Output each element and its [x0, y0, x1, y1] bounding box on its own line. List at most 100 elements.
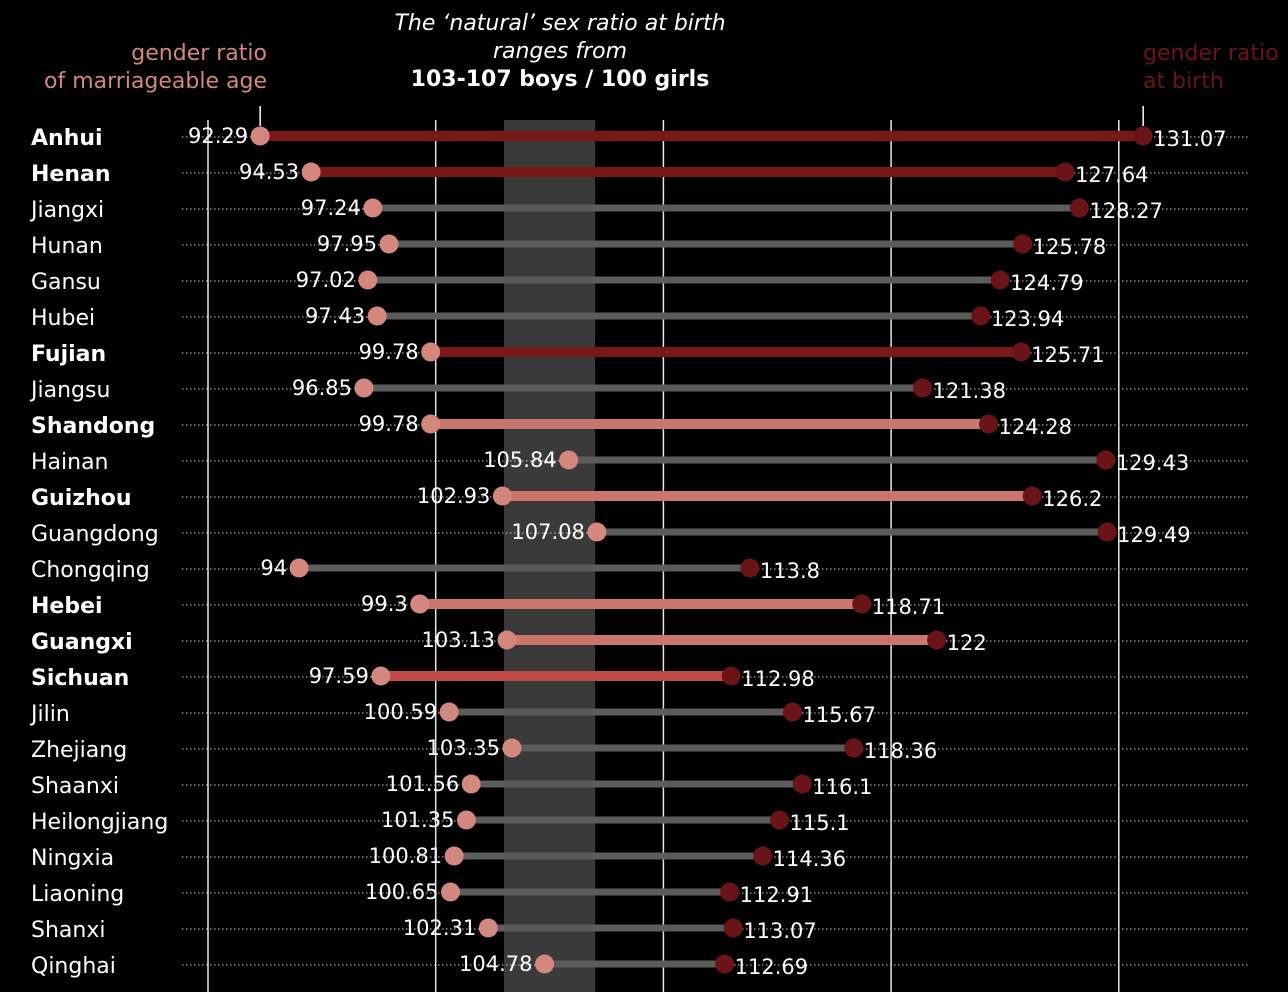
marriageable-dot	[354, 378, 374, 398]
marriageable-value: 96.85	[292, 376, 352, 400]
birth-value: 112.98	[741, 667, 814, 691]
marriageable-dot	[301, 162, 321, 182]
marriageable-value: 99.3	[361, 592, 408, 616]
annotation-marriageable-label: gender ratio of marriageable age	[44, 40, 267, 96]
marriageable-dot	[461, 774, 481, 794]
birth-value: 124.28	[999, 415, 1072, 439]
marriageable-dot	[439, 702, 459, 722]
marriageable-dot	[478, 918, 498, 938]
birth-value: 121.38	[933, 379, 1006, 403]
birth-dot	[720, 882, 740, 902]
birth-dot	[913, 378, 933, 398]
marriageable-dot	[456, 810, 476, 830]
birth-value: 112.91	[740, 883, 813, 907]
birth-dot	[927, 630, 947, 650]
marriageable-value: 100.81	[369, 844, 442, 868]
birth-dot	[715, 954, 735, 974]
marriageable-dot	[502, 738, 522, 758]
birth-dot	[844, 738, 864, 758]
annotation-natural-range: The ‘natural’ sex ratio at birth ranges …	[380, 10, 740, 94]
marriageable-value: 99.78	[359, 340, 419, 364]
birth-dot	[753, 846, 773, 866]
marriageable-dot	[444, 846, 464, 866]
birth-dot	[979, 414, 999, 434]
marriageable-dot	[371, 666, 391, 686]
province-label: Hunan	[31, 234, 103, 259]
marriageable-dot	[367, 306, 387, 326]
province-label: Hainan	[31, 450, 109, 475]
birth-dot	[990, 270, 1010, 290]
marriageable-dot	[358, 270, 378, 290]
annotation-natural-line1: The ‘natural’ sex ratio at birth	[394, 11, 726, 36]
marriageable-value: 97.24	[301, 196, 361, 220]
birth-value: 113.8	[760, 559, 820, 583]
marriageable-dot	[289, 558, 309, 578]
province-label: Heilongjiang	[31, 810, 168, 835]
marriageable-dot	[421, 342, 441, 362]
birth-value: 126.2	[1042, 487, 1102, 511]
birth-dot	[740, 558, 760, 578]
birth-value: 114.36	[773, 847, 846, 871]
marriageable-dot	[497, 630, 517, 650]
birth-value: 124.79	[1010, 271, 1083, 295]
birth-value: 122	[947, 631, 987, 655]
marriageable-dot	[379, 234, 399, 254]
birth-dot	[1013, 234, 1033, 254]
province-label: Sichuan	[31, 666, 129, 691]
marriageable-dot	[492, 486, 512, 506]
province-label: Jilin	[29, 702, 70, 727]
marriageable-value: 103.13	[421, 628, 494, 652]
province-label: Hubei	[31, 306, 95, 331]
annotation-marriageable-line2: of marriageable age	[44, 69, 267, 94]
marriageable-value: 107.08	[511, 520, 584, 544]
marriageable-value: 104.78	[459, 952, 532, 976]
marriageable-value: 99.78	[359, 412, 419, 436]
birth-value: 115.67	[803, 703, 876, 727]
marriageable-value: 100.59	[364, 700, 437, 724]
province-label: Guangdong	[31, 522, 159, 547]
province-label: Ningxia	[31, 846, 114, 871]
marriageable-dot	[250, 126, 270, 146]
marriageable-value: 103.35	[426, 736, 499, 760]
birth-value: 131.07	[1153, 127, 1226, 151]
annotation-birth-line1: gender ratio	[1143, 41, 1279, 66]
province-label: Liaoning	[31, 882, 124, 907]
province-label: Fujian	[31, 342, 106, 367]
birth-dot	[1055, 162, 1075, 182]
birth-value: 127.64	[1075, 163, 1148, 187]
province-label: Zhejiang	[31, 738, 127, 763]
marriageable-dot	[441, 882, 461, 902]
annotation-natural-line3: 103-107 boys / 100 girls	[410, 67, 710, 92]
province-label: Jiangxi	[29, 198, 104, 223]
marriageable-dot	[410, 594, 430, 614]
birth-dot	[1069, 198, 1089, 218]
province-label: Chongqing	[31, 558, 150, 583]
marriageable-value: 97.59	[309, 664, 369, 688]
province-label: Shaanxi	[31, 774, 119, 799]
marriageable-value: 100.65	[365, 880, 438, 904]
marriageable-value: 97.02	[296, 268, 356, 292]
birth-dot	[770, 810, 790, 830]
birth-value: 129.43	[1116, 451, 1189, 475]
natural-range-band	[504, 120, 596, 992]
birth-dot	[1022, 486, 1042, 506]
province-label: Guangxi	[31, 630, 133, 655]
birth-value: 118.71	[872, 595, 945, 619]
marriageable-value: 102.93	[417, 484, 490, 508]
annotation-marriageable-line1: gender ratio	[131, 41, 267, 66]
birth-dot	[971, 306, 991, 326]
birth-value: 129.49	[1117, 523, 1190, 547]
birth-dot	[1097, 522, 1117, 542]
marriageable-value: 97.95	[317, 232, 377, 256]
birth-value: 128.27	[1089, 199, 1162, 223]
annotation-birth-line2: at birth	[1143, 69, 1224, 94]
birth-value: 116.1	[812, 775, 872, 799]
province-label: Qinghai	[31, 954, 116, 979]
province-label: Anhui	[31, 126, 103, 151]
birth-value: 125.71	[1031, 343, 1104, 367]
province-label: Guizhou	[31, 486, 132, 511]
birth-dot	[1096, 450, 1116, 470]
birth-dot	[1133, 126, 1153, 146]
birth-value: 115.1	[790, 811, 850, 835]
